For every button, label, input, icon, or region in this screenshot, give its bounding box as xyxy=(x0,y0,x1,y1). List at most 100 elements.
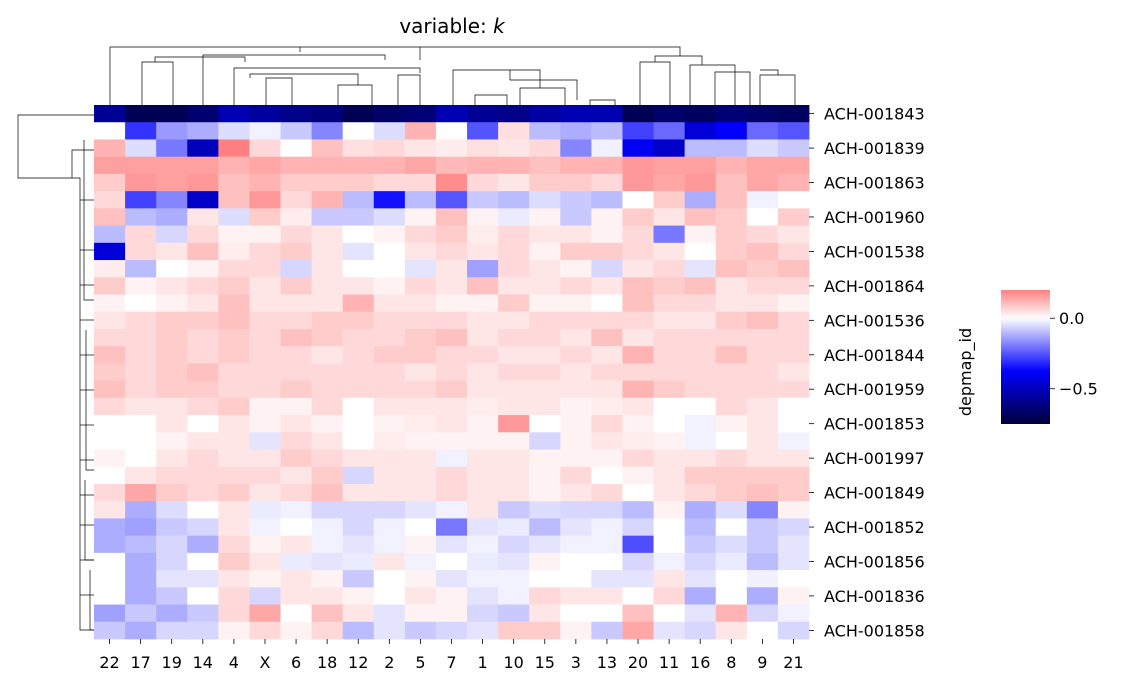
heatmap-cell xyxy=(684,535,717,554)
heatmap-cell xyxy=(94,449,126,468)
x-tick-label: 15 xyxy=(535,653,555,672)
column-dendrogram-branch xyxy=(509,70,578,100)
heatmap-cell xyxy=(218,432,250,450)
heatmap-cell xyxy=(156,277,188,295)
heatmap-cell xyxy=(591,587,623,605)
heatmap-cell xyxy=(435,139,468,158)
heatmap-cell xyxy=(467,363,499,382)
heatmap-cell xyxy=(435,156,468,175)
heatmap-cell xyxy=(435,225,468,244)
heatmap-cell xyxy=(715,328,748,347)
heatmap-cell xyxy=(125,449,157,468)
heatmap-cell xyxy=(156,449,188,468)
heatmap-cell xyxy=(342,294,375,313)
heatmap-cell xyxy=(94,242,126,261)
heatmap-cell xyxy=(653,191,686,209)
heatmap-cell xyxy=(404,501,437,519)
heatmap-cell xyxy=(777,122,810,140)
heatmap-cell xyxy=(435,191,468,209)
heatmap-cell xyxy=(529,587,561,605)
heatmap-cell xyxy=(684,621,717,640)
heatmap-cell xyxy=(218,173,250,192)
heatmap-cell xyxy=(218,552,250,571)
y-tick-label: ACH-001538 xyxy=(824,242,925,261)
heatmap-cell xyxy=(498,346,530,364)
heatmap-cell xyxy=(373,294,406,313)
heatmap-cell xyxy=(156,225,188,244)
heatmap-cell xyxy=(404,380,437,399)
heatmap-cell xyxy=(715,346,748,364)
heatmap-cell xyxy=(777,294,810,313)
heatmap-cell xyxy=(94,363,126,382)
heatmap-cell xyxy=(467,432,499,450)
heatmap-cell xyxy=(684,552,717,571)
heatmap-cell xyxy=(746,260,779,278)
heatmap-cell xyxy=(435,570,468,588)
heatmap-cell xyxy=(684,397,717,416)
heatmap-cell xyxy=(622,397,654,416)
heatmap-cell xyxy=(777,208,810,226)
x-tick-label: 13 xyxy=(597,653,617,672)
heatmap-cell xyxy=(404,415,437,433)
heatmap-cell xyxy=(125,191,157,209)
heatmap-cell xyxy=(746,242,779,261)
heatmap-cell xyxy=(125,397,157,416)
heatmap-cell xyxy=(125,587,157,605)
heatmap-cell xyxy=(622,449,654,468)
heatmap-cell xyxy=(591,518,623,537)
heatmap-cell xyxy=(777,432,810,450)
heatmap-cell xyxy=(94,173,126,192)
heatmap-cell xyxy=(404,105,437,123)
heatmap-cell xyxy=(591,466,623,485)
heatmap-cell xyxy=(529,173,561,192)
heatmap-cell xyxy=(591,604,623,623)
heatmap-cell xyxy=(622,294,654,313)
heatmap-cell xyxy=(746,191,779,209)
heatmap-cell xyxy=(560,328,592,347)
heatmap-cell xyxy=(715,518,748,537)
heatmap-cell xyxy=(684,380,717,399)
y-axis-ticks: ACH-001843 ACH-001839 ACH-001863 ACH-001960… xyxy=(809,105,925,640)
heatmap-cell xyxy=(342,397,375,416)
heatmap-cell xyxy=(684,105,717,123)
heatmap-cell xyxy=(435,501,468,519)
heatmap-cell xyxy=(156,501,188,519)
heatmap-cell xyxy=(715,587,748,605)
heatmap-cell xyxy=(560,432,592,450)
heatmap-cell xyxy=(311,397,344,416)
heatmap-cell xyxy=(187,552,219,571)
y-tick-label: ACH-001856 xyxy=(824,552,925,571)
heatmap-cell xyxy=(684,501,717,519)
heatmap-cell xyxy=(498,518,530,537)
column-dendrogram-branch xyxy=(654,55,703,65)
heatmap-cell xyxy=(404,328,437,347)
heatmap-cell xyxy=(373,139,406,158)
heatmap-cell xyxy=(746,277,779,295)
heatmap-cell xyxy=(280,173,313,192)
heatmap-cell xyxy=(684,277,717,295)
heatmap-cell xyxy=(653,260,686,278)
heatmap-cell xyxy=(125,621,157,640)
heatmap-cell xyxy=(94,311,126,330)
heatmap-cell xyxy=(311,191,344,209)
heatmap-cell xyxy=(187,191,219,209)
heatmap-cell xyxy=(249,311,281,330)
heatmap-cell xyxy=(529,242,561,261)
heatmap-cell xyxy=(435,122,468,140)
heatmap-cell xyxy=(218,518,250,537)
heatmap-cell xyxy=(156,570,188,588)
heatmap-cell xyxy=(715,501,748,519)
heatmap-cell xyxy=(529,483,561,502)
heatmap-cell xyxy=(311,122,344,140)
heatmap-cell xyxy=(746,621,779,640)
heatmap-cell xyxy=(467,621,499,640)
heatmap-cell xyxy=(529,518,561,537)
heatmap-cell xyxy=(715,535,748,554)
heatmap-cell xyxy=(498,363,530,382)
heatmap-cell xyxy=(280,156,313,175)
heatmap-cell xyxy=(280,277,313,295)
heatmap-cell xyxy=(684,208,717,226)
heatmap-cell xyxy=(622,432,654,450)
y-tick-label: ACH-001863 xyxy=(824,174,925,193)
heatmap-cell xyxy=(498,277,530,295)
